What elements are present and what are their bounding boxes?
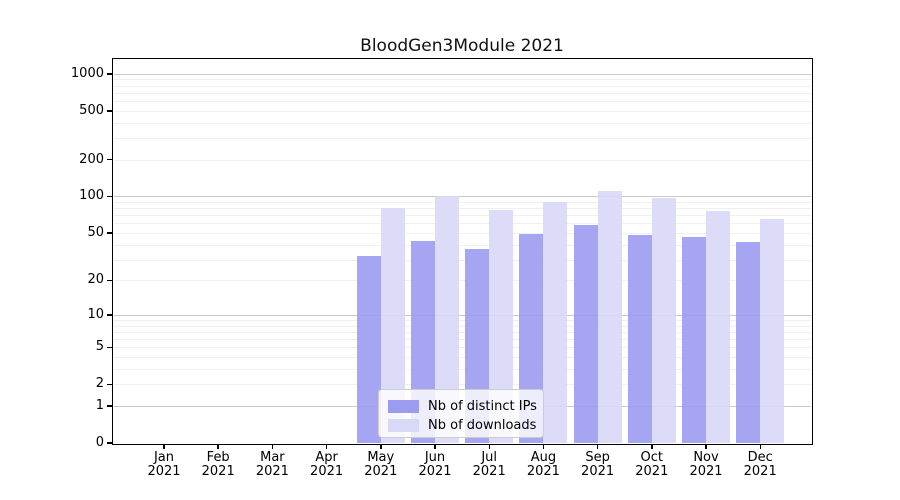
y-tick-label: 1 bbox=[95, 398, 104, 413]
y-axis-tick bbox=[107, 314, 113, 316]
x-tick-label: Sep 2021 bbox=[581, 450, 615, 479]
legend-item: Nb of distinct IPs bbox=[387, 398, 537, 414]
gridline-major bbox=[113, 196, 811, 198]
gridline-minor bbox=[113, 138, 811, 139]
bar-aug-downloads bbox=[543, 202, 568, 443]
x-tick-label: Dec 2021 bbox=[743, 450, 777, 479]
gridline-minor bbox=[113, 347, 811, 349]
y-axis-tick bbox=[107, 346, 113, 348]
y-axis-tick bbox=[107, 279, 113, 282]
gridline-minor bbox=[113, 384, 811, 386]
y-axis-tick bbox=[107, 232, 113, 234]
gridline-minor bbox=[113, 244, 811, 246]
gridline-minor bbox=[113, 208, 811, 210]
x-tick-label: Jul 2021 bbox=[472, 450, 506, 479]
x-axis-tick bbox=[325, 444, 328, 449]
gridline-minor bbox=[113, 122, 811, 124]
y-axis-tick bbox=[107, 195, 113, 198]
x-axis-tick bbox=[163, 444, 165, 449]
y-axis-tick bbox=[107, 442, 113, 444]
x-tick-label: Oct 2021 bbox=[635, 450, 669, 479]
y-axis-tick bbox=[107, 383, 113, 385]
x-tick-label: Feb 2021 bbox=[201, 450, 235, 479]
y-tick-label: 500 bbox=[79, 102, 104, 118]
bar-oct-distinct-ips bbox=[627, 235, 652, 443]
bar-dec-distinct-ips bbox=[736, 242, 761, 443]
gridline-minor bbox=[113, 368, 811, 370]
gridline-minor bbox=[113, 357, 811, 358]
x-axis-tick bbox=[271, 444, 274, 449]
x-tick-label: Aug 2021 bbox=[526, 450, 560, 479]
plot-area bbox=[113, 59, 811, 443]
bar-dec-downloads bbox=[760, 219, 785, 443]
x-tick-label: Jun 2021 bbox=[418, 450, 452, 479]
y-tick-label: 0 bbox=[95, 435, 104, 450]
y-tick-label: 5 bbox=[95, 339, 104, 355]
chart-title: BloodGen3Module 2021 bbox=[360, 36, 564, 56]
gridline-minor bbox=[113, 331, 811, 333]
legend-label-downloads: Nb of downloads bbox=[428, 417, 537, 433]
bar-sep-distinct-ips bbox=[573, 225, 598, 443]
bar-oct-downloads bbox=[651, 197, 676, 443]
y-tick-label: 100 bbox=[79, 188, 104, 204]
x-axis-tick bbox=[651, 444, 653, 449]
gridline-minor bbox=[113, 280, 811, 282]
bar-nov-distinct-ips bbox=[682, 237, 706, 443]
y-tick-label: 10 bbox=[87, 306, 104, 322]
y-axis-tick bbox=[107, 405, 113, 407]
gridline-minor bbox=[113, 339, 811, 340]
gridline-minor bbox=[113, 110, 811, 112]
y-axis-tick bbox=[107, 73, 113, 75]
y-axis-tick bbox=[107, 158, 113, 161]
y-tick-label: 20 bbox=[87, 272, 104, 288]
x-tick-label: Jan 2021 bbox=[147, 450, 181, 479]
x-axis-tick bbox=[596, 444, 599, 449]
y-tick-label: 200 bbox=[79, 151, 104, 167]
x-tick-label: Apr 2021 bbox=[310, 450, 344, 479]
gridline-minor bbox=[113, 232, 811, 234]
x-tick-label: May 2021 bbox=[364, 450, 398, 479]
bar-nov-downloads bbox=[706, 210, 730, 443]
gridline-minor bbox=[113, 79, 811, 81]
x-axis-tick bbox=[542, 444, 545, 449]
legend-label-distinct-ips: Nb of distinct IPs bbox=[428, 398, 537, 414]
x-axis-tick bbox=[705, 444, 707, 449]
bar-sep-downloads bbox=[597, 190, 622, 443]
x-tick-label: Mar 2021 bbox=[255, 450, 289, 479]
gridline-minor bbox=[113, 202, 811, 203]
y-tick-label: 50 bbox=[87, 224, 104, 240]
gridline-minor bbox=[113, 259, 811, 261]
x-axis-tick bbox=[217, 444, 219, 449]
x-axis-tick bbox=[759, 444, 761, 449]
y-tick-label: 1000 bbox=[70, 65, 104, 81]
legend-item: Nb of downloads bbox=[387, 417, 537, 433]
gridline-major bbox=[113, 73, 811, 75]
gridline-minor bbox=[113, 159, 811, 161]
gridline-minor bbox=[113, 320, 811, 321]
gridline-minor bbox=[113, 223, 811, 225]
gridline-minor bbox=[113, 215, 811, 217]
y-axis-tick bbox=[107, 110, 113, 112]
legend-swatch-downloads bbox=[388, 418, 419, 432]
legend-swatch-distinct-ips bbox=[388, 399, 419, 413]
gridline-major bbox=[113, 314, 811, 316]
legend: Nb of distinct IPs Nb of downloads bbox=[378, 389, 544, 438]
gridline-minor bbox=[113, 101, 811, 103]
x-axis-tick bbox=[380, 444, 382, 449]
x-axis-tick bbox=[434, 444, 436, 449]
x-tick-label: Nov 2021 bbox=[689, 450, 723, 479]
gridline-minor bbox=[113, 85, 811, 87]
gridline-minor bbox=[113, 92, 811, 94]
gridline-minor bbox=[113, 325, 811, 327]
y-tick-label: 2 bbox=[95, 376, 104, 392]
x-axis-tick bbox=[488, 444, 490, 449]
bar-may-distinct-ips bbox=[356, 256, 381, 443]
